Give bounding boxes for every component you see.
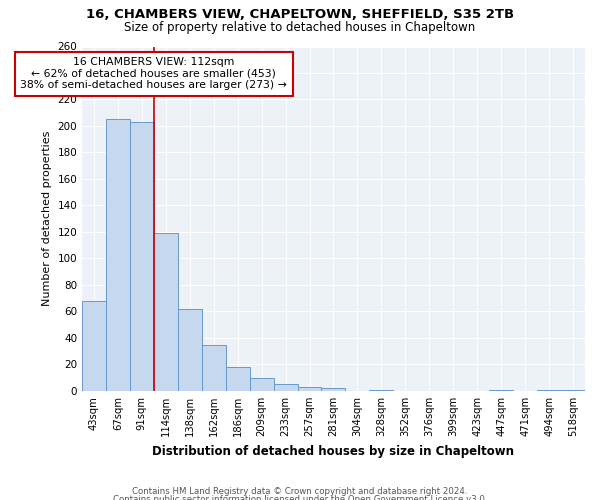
Bar: [82, 301, 106, 391]
Bar: [561, 390, 585, 391]
Bar: [298, 387, 322, 391]
Bar: [226, 367, 250, 391]
Bar: [154, 234, 178, 391]
Bar: [370, 390, 394, 391]
Text: 16, CHAMBERS VIEW, CHAPELTOWN, SHEFFIELD, S35 2TB: 16, CHAMBERS VIEW, CHAPELTOWN, SHEFFIELD…: [86, 8, 514, 20]
Text: 16 CHAMBERS VIEW: 112sqm
← 62% of detached houses are smaller (453)
38% of semi-: 16 CHAMBERS VIEW: 112sqm ← 62% of detach…: [20, 57, 287, 90]
Text: Contains public sector information licensed under the Open Government Licence v3: Contains public sector information licen…: [113, 495, 487, 500]
Text: Contains HM Land Registry data © Crown copyright and database right 2024.: Contains HM Land Registry data © Crown c…: [132, 488, 468, 496]
Bar: [274, 384, 298, 391]
X-axis label: Distribution of detached houses by size in Chapeltown: Distribution of detached houses by size …: [152, 444, 514, 458]
Bar: [106, 120, 130, 391]
Bar: [322, 388, 346, 391]
Bar: [178, 309, 202, 391]
Bar: [537, 390, 561, 391]
Y-axis label: Number of detached properties: Number of detached properties: [42, 131, 52, 306]
Bar: [130, 122, 154, 391]
Bar: [489, 390, 513, 391]
Text: Size of property relative to detached houses in Chapeltown: Size of property relative to detached ho…: [124, 21, 476, 34]
Bar: [250, 378, 274, 391]
Bar: [202, 344, 226, 391]
